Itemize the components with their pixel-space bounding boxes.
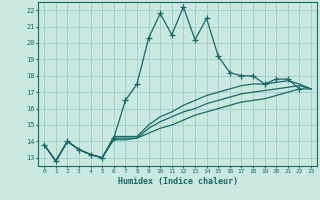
X-axis label: Humidex (Indice chaleur): Humidex (Indice chaleur) — [118, 177, 238, 186]
